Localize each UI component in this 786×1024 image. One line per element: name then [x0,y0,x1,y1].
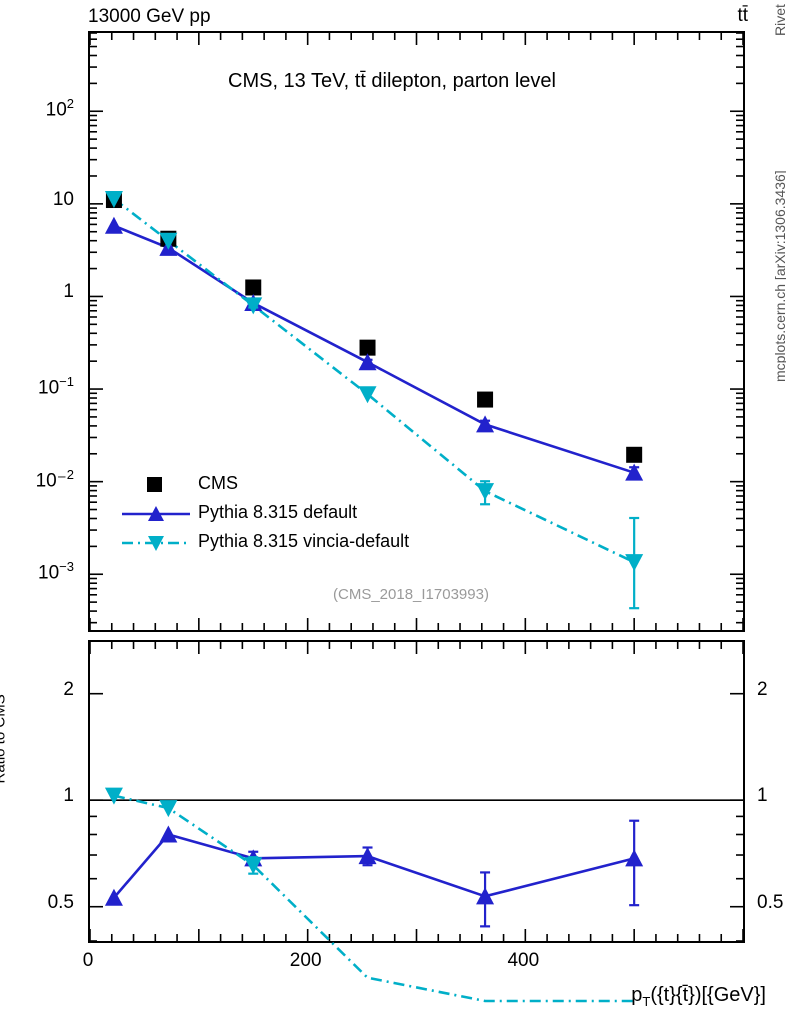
rivet-version-note: Rivet 4.1.0, ≥ 100k events [772,0,786,36]
ratio-y-axis-title: Ratio to CMS [0,694,9,784]
legend-key-dashdot-triangle-down [120,528,192,557]
main-y-tick-label: 10⁻2 [35,466,74,491]
marker-triangle-up [358,353,377,371]
main-y-tick-label: 102 [45,96,74,121]
marker-triangle-down [159,232,178,250]
ratio-y-tick-label-right: 0.5 [757,891,784,913]
plot-title: CMS, 13 TeV, tt̄ dilepton, parton level [228,70,556,92]
legend-label: Pythia 8.315 vincia-default [198,531,410,551]
marker-triangle-up [358,847,377,865]
x-tick-labels: 0 200 400 [0,950,786,976]
legend-label: Pythia 8.315 default [198,502,358,522]
ratio-y-tick-label: 2 [63,678,74,700]
ratio-plot-canvas [89,642,744,1003]
marker-square [477,391,494,408]
analysis-id-watermark: (CMS_2018_I1703993) [333,586,489,603]
marker-triangle-down [159,800,178,818]
ratio-y-tick-label: 0.5 [47,891,74,913]
marker-triangle-down [244,297,263,315]
main-y-tick-label: 1 [63,281,74,303]
legend-key-glyph [147,477,162,492]
marker-triangle-down [104,190,123,208]
marker-triangle-up [148,506,164,521]
main-plot-panel [88,31,745,632]
marker-square [359,339,376,356]
legend-key-line-triangle-up [120,499,192,528]
marker-triangle-up [476,887,495,905]
x-axis-p: p [631,984,643,1006]
ratio-y-tick-labels-right: 2 1 0.5 [749,640,786,943]
process-label: tt̄ [737,5,748,26]
marker-triangle-up [625,463,644,481]
marker-triangle-up [104,216,123,234]
beam-energy-label: 13000 GeV pp [88,6,211,27]
mcplots-reference-note: mcplots.cern.ch [arXiv:1306.3436] [772,170,786,382]
x-axis-subscript: T [642,994,651,1009]
x-tick-label: 0 [82,950,94,971]
legend-key-glyph [122,536,190,551]
ratio-y-tick-label-right: 2 [757,678,768,700]
ratio-series-line [112,833,635,899]
x-axis-arg: ({t}{t̄})[{GeV}] [650,984,766,1006]
marker-square [245,279,262,296]
marker-triangle-up [104,888,123,906]
marker-square [147,477,162,492]
ratio-series-line [113,794,635,1003]
series-line [113,197,635,564]
legend-label: CMS [198,473,238,493]
main-y-tick-label: 10−3 [38,559,74,584]
marker-triangle-down [244,857,263,875]
marker-triangle-up [159,825,178,843]
x-axis-title: pT({t}{t̄})[{GeV}] [631,984,766,1009]
marker-triangle-up [625,849,644,867]
series-line [113,224,635,474]
main-y-tick-label: 10 [52,188,74,210]
marker-square [626,446,643,463]
marker-triangle-down [148,536,164,551]
x-tick-label: 200 [289,950,322,971]
ratio-y-tick-label: 1 [63,785,74,807]
ratio-y-tick-labels-left: 2 1 0.5 [0,640,84,943]
marker-triangle-up [476,415,495,433]
x-tick-label: 400 [507,950,540,971]
legend-key-glyph [122,506,190,521]
ratio-plot-panel [88,640,745,1003]
main-y-tick-label: 10−1 [38,374,74,399]
main-plot-canvas [89,32,744,630]
marker-triangle-down [625,554,644,572]
ratio-y-tick-label-right: 1 [757,785,768,807]
marker-triangle-down [358,386,377,404]
main-y-tick-labels: 102 10 1 10−1 10⁻2 10−3 [0,31,84,632]
legend-key-square [120,470,192,499]
marker-triangle-down [476,483,495,501]
marker-triangle-down [104,787,123,805]
